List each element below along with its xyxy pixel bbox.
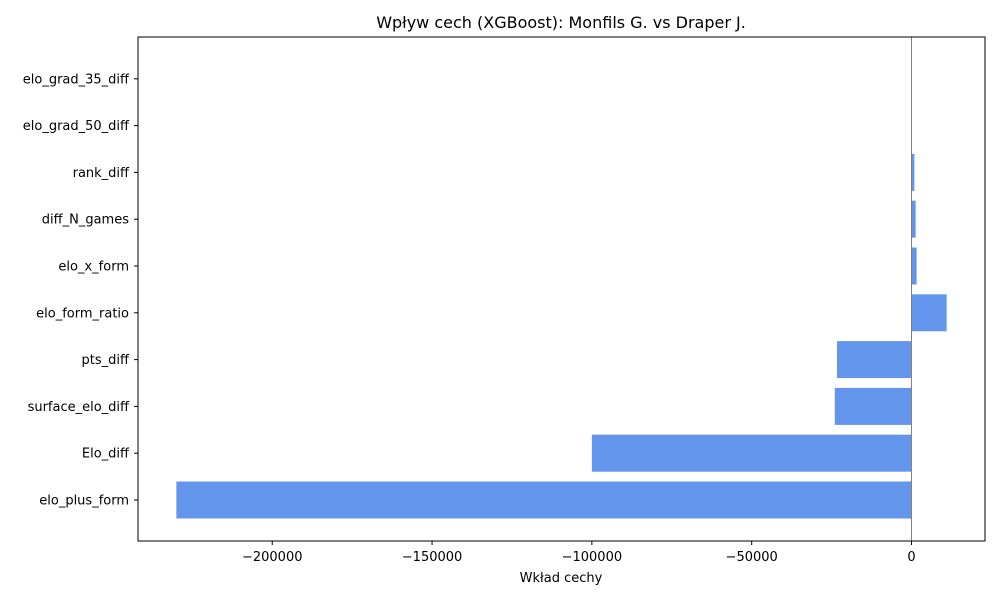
plot-frame: [137, 36, 986, 542]
y-tick-label: diff_N_games: [42, 213, 129, 228]
bar-rank_diff: [911, 153, 915, 191]
y-axis: elo_plus_form Elo_diff surface_elo_diff pts…: [23, 72, 138, 509]
x-tick-label: −100000: [562, 550, 623, 565]
y-tick-label: elo_x_form: [58, 260, 129, 275]
chart-title: Wpływ cech (XGBoost): Monfils G. vs Drap…: [376, 13, 746, 32]
y-tick-label: rank_diff: [73, 166, 130, 181]
y-tick-label: elo_grad_35_diff: [23, 72, 130, 87]
y-tick-label: elo_plus_form: [39, 494, 129, 509]
x-tick-label: −50000: [726, 550, 778, 565]
bar-elo_form_ratio: [911, 294, 947, 332]
bar-surface_elo_diff: [834, 387, 912, 425]
x-axis: −200000 −150000 −100000 −50000 0: [242, 541, 916, 565]
y-tick-label: elo_form_ratio: [36, 306, 129, 321]
y-tick-label: pts_diff: [82, 353, 130, 368]
bar-elo_x_form: [911, 247, 917, 285]
bar-elo_plus_form: [176, 481, 912, 519]
y-tick-label: elo_grad_50_diff: [23, 119, 130, 134]
y-tick-label: Elo_diff: [82, 447, 130, 462]
x-tick-label: 0: [907, 550, 915, 565]
bar-Elo_diff: [591, 434, 912, 472]
x-axis-label: Wkład cechy: [520, 571, 603, 586]
bar-diff_N_games: [911, 200, 916, 238]
x-tick-label: −200000: [242, 550, 303, 565]
x-tick-label: −150000: [402, 550, 463, 565]
bar-pts_diff: [837, 341, 912, 379]
bars-group: [176, 153, 947, 519]
y-tick-label: surface_elo_diff: [28, 400, 130, 415]
